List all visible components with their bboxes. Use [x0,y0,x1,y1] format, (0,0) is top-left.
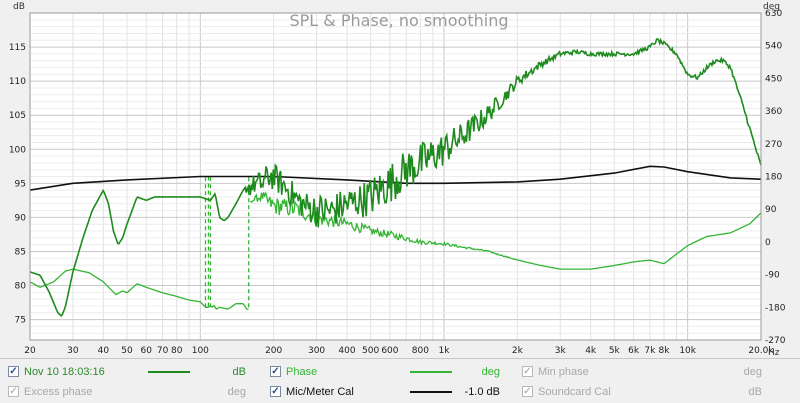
legend-item-min-phase[interactable]: ✓ Min phase deg [522,363,772,381]
x-tick-label: 40 [98,346,110,356]
y2-tick-label: 630 [765,9,782,19]
y-tick-label: 80 [15,282,27,292]
y2-tick-label: -270 [765,336,786,346]
y-right-unit: deg [763,2,780,12]
x-tick-label: 1k [439,346,451,356]
x-tick-label: 60 [141,346,153,356]
axis-labels: 75 80 85 90 95 100 105 110 115 -270 -180 -90 0 90 180 2… [9,9,786,356]
min-phase-checkbox[interactable]: ✓ [522,366,533,377]
y2-tick-label: 540 [765,42,782,52]
x-tick-label: 20.0k [748,346,774,356]
plot-area-border [29,12,762,341]
y2-tick-label: -180 [765,303,786,313]
x-tick-label: 300 [308,346,325,356]
y2-tick-label: 180 [765,173,782,183]
x-tick-label: 30 [67,346,79,356]
x-tick-label: 4k [585,346,597,356]
measurement-label: Nov 10 18:03:16 [24,366,105,378]
excess-phase-unit: deg [227,386,246,398]
x-tick-label: 400 [338,346,355,356]
mic-cal-checkbox[interactable]: ✓ [270,386,281,397]
legend-item-excess-phase[interactable]: ✓ Excess phase deg [8,383,248,401]
phase-checkbox[interactable]: ✓ [270,366,281,377]
y-left-unit: dB [13,2,25,12]
phase-swatch [410,371,452,373]
measurement-line [29,37,762,317]
x-unit: Hz [768,348,780,358]
soundcard-cal-checkbox[interactable]: ✓ [522,386,533,397]
x-tick-label: 80 [171,346,183,356]
soundcard-cal-unit: dB [748,386,762,398]
mic-cal-label: Mic/Meter Cal [286,386,354,398]
y2-tick-label: 450 [765,74,782,84]
chart-svg: 75 80 85 90 95 100 105 110 115 -270 -180 -90 0 90 180 2… [9,2,786,358]
x-tick-label: 3k [555,346,567,356]
x-tick-label: 50 [121,346,133,356]
excess-phase-checkbox[interactable]: ✓ [8,386,19,397]
x-tick-label: 6k [628,346,640,356]
series-layer [29,37,762,317]
min-phase-unit: deg [743,366,762,378]
x-tick-label: 10k [679,346,696,356]
x-tick-label: 70 [157,346,169,356]
y-tick-label: 115 [9,43,26,53]
y-tick-label: 75 [15,316,26,326]
phase-label: Phase [286,366,318,378]
chart-title: SPL & Phase, no smoothing [290,11,509,30]
x-tick-label: 2k [512,346,524,356]
mic-cal-line [29,165,762,191]
x-tick-label: 600 [381,346,398,356]
mic-cal-unit: -1.0 dB [464,386,500,398]
y-tick-label: 110 [9,77,26,87]
measurement-unit: dB [232,366,246,378]
y2-tick-label: -90 [765,271,780,281]
y2-tick-label: 270 [765,140,782,150]
x-tick-label: 20 [24,346,36,356]
y-tick-label: 95 [15,179,26,189]
y2-tick-label: 90 [765,205,777,215]
soundcard-cal-label: Soundcard Cal [538,386,611,398]
x-tick-label: 100 [192,346,209,356]
phase-line [29,268,249,310]
x-tick-label: 7k [644,346,656,356]
y-tick-label: 85 [15,247,26,257]
x-tick-label: 800 [412,346,429,356]
y-tick-label: 100 [9,145,26,155]
phase-unit: deg [481,366,500,378]
legend-item-phase[interactable]: ✓ Phase deg [270,363,510,381]
y-tick-label: 105 [9,111,26,121]
measurement-checkbox[interactable]: ✓ [8,366,19,377]
x-tick-label: 5k [609,346,621,356]
min-phase-label: Min phase [538,366,589,378]
legend-item-mic-cal[interactable]: ✓ Mic/Meter Cal -1.0 dB [270,383,510,401]
measurement-swatch [148,371,190,373]
excess-phase-label: Excess phase [24,386,93,398]
x-tick-label: 500 [362,346,379,356]
x-tick-label: 8k [659,346,671,356]
x-tick-label: 200 [265,346,282,356]
y2-tick-label: 360 [765,107,782,117]
legend-item-soundcard-cal[interactable]: ✓ Soundcard Cal dB [522,383,772,401]
spl-phase-chart[interactable]: 75 80 85 90 95 100 105 110 115 -270 -180 -90 0 90 180 2… [0,0,800,358]
legend-panel: ✓ Nov 10 18:03:16 dB ✓ Phase deg ✓ Min p… [0,358,800,403]
y-tick-label: 90 [15,213,27,223]
y2-tick-label: 0 [765,238,771,248]
legend-item-measurement[interactable]: ✓ Nov 10 18:03:16 dB [8,363,248,381]
mic-cal-swatch [410,391,452,393]
